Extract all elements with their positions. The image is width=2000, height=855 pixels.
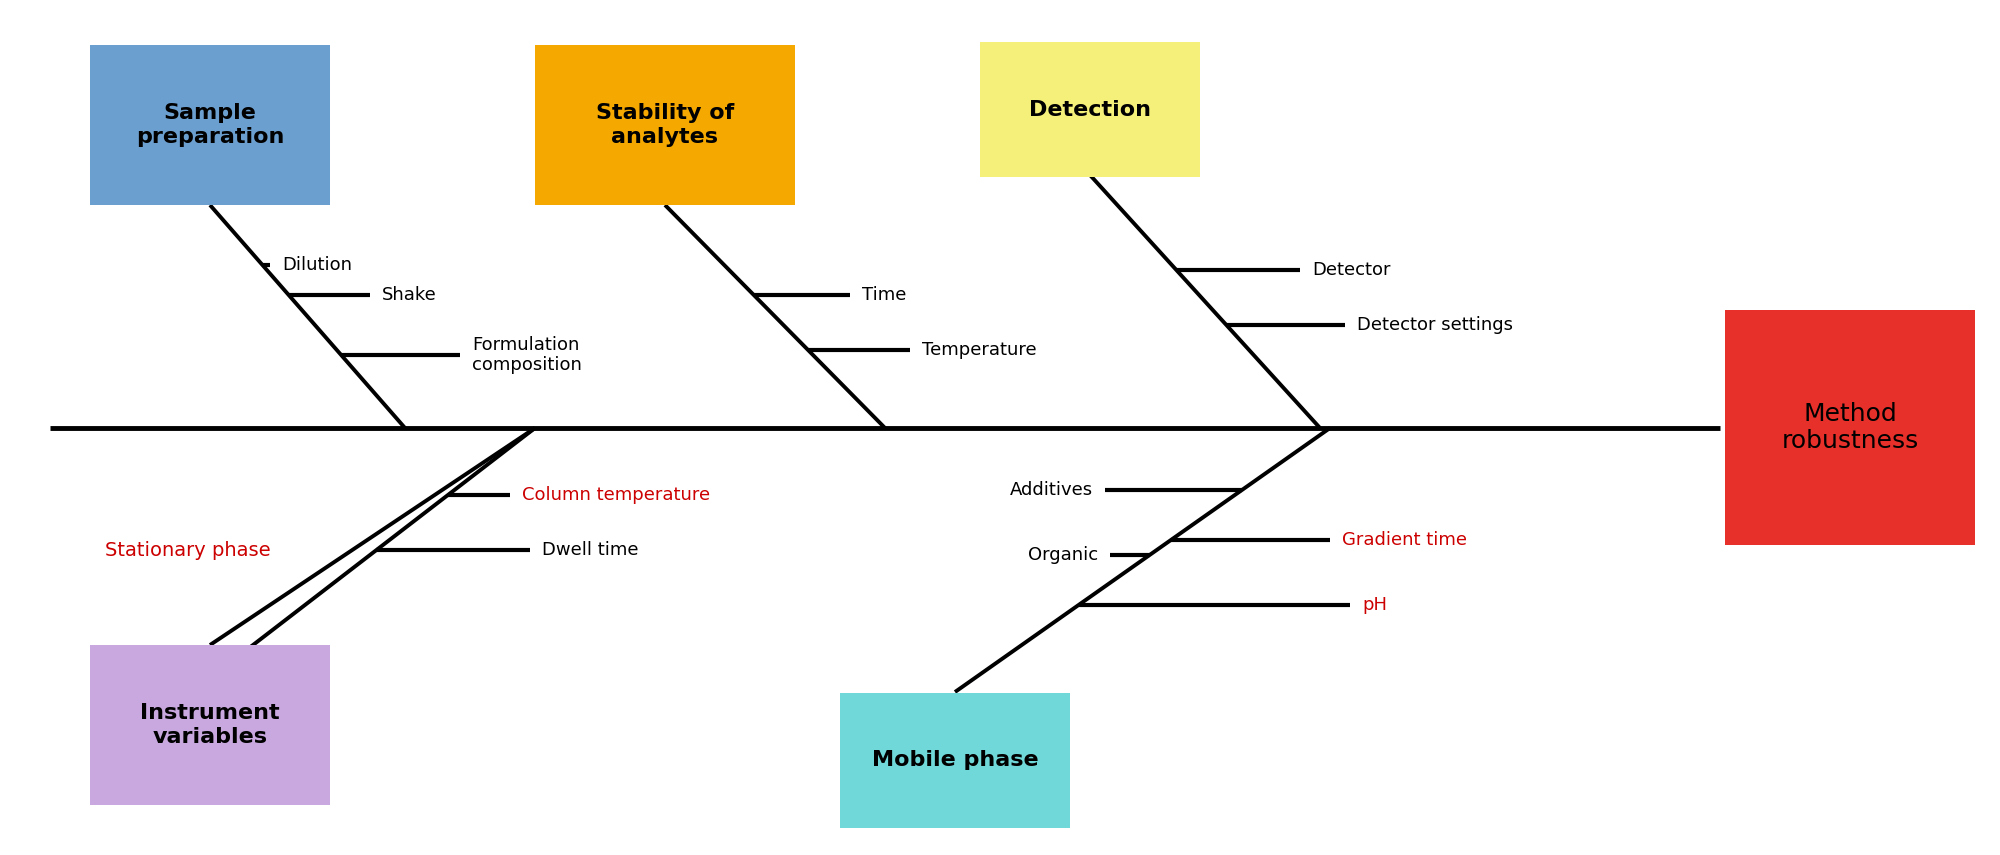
Text: Dwell time: Dwell time	[542, 541, 638, 559]
Text: Dilution: Dilution	[282, 256, 352, 274]
Text: Time: Time	[862, 286, 906, 304]
Text: Instrument
variables: Instrument variables	[140, 704, 280, 746]
FancyBboxPatch shape	[90, 45, 330, 205]
FancyBboxPatch shape	[840, 693, 1070, 828]
Text: pH: pH	[1362, 596, 1388, 614]
FancyBboxPatch shape	[90, 645, 330, 805]
Text: Temperature: Temperature	[922, 341, 1036, 359]
Text: Stationary phase: Stationary phase	[104, 540, 270, 559]
Text: Shake: Shake	[382, 286, 436, 304]
Text: Sample
preparation: Sample preparation	[136, 103, 284, 146]
Text: Detection: Detection	[1028, 100, 1152, 120]
FancyBboxPatch shape	[1724, 310, 1976, 545]
Text: Gradient time: Gradient time	[1342, 531, 1468, 549]
Text: Detector: Detector	[1312, 261, 1390, 279]
Text: Method
robustness: Method robustness	[1782, 402, 1918, 453]
FancyBboxPatch shape	[536, 45, 796, 205]
Text: Stability of
analytes: Stability of analytes	[596, 103, 734, 146]
Text: Formulation
composition: Formulation composition	[472, 336, 582, 374]
Text: Column temperature: Column temperature	[522, 486, 710, 504]
Text: Detector settings: Detector settings	[1356, 316, 1512, 334]
Text: Organic: Organic	[1028, 546, 1098, 564]
Text: Additives: Additives	[1010, 481, 1094, 499]
FancyBboxPatch shape	[980, 43, 1200, 178]
Text: Mobile phase: Mobile phase	[872, 750, 1038, 770]
